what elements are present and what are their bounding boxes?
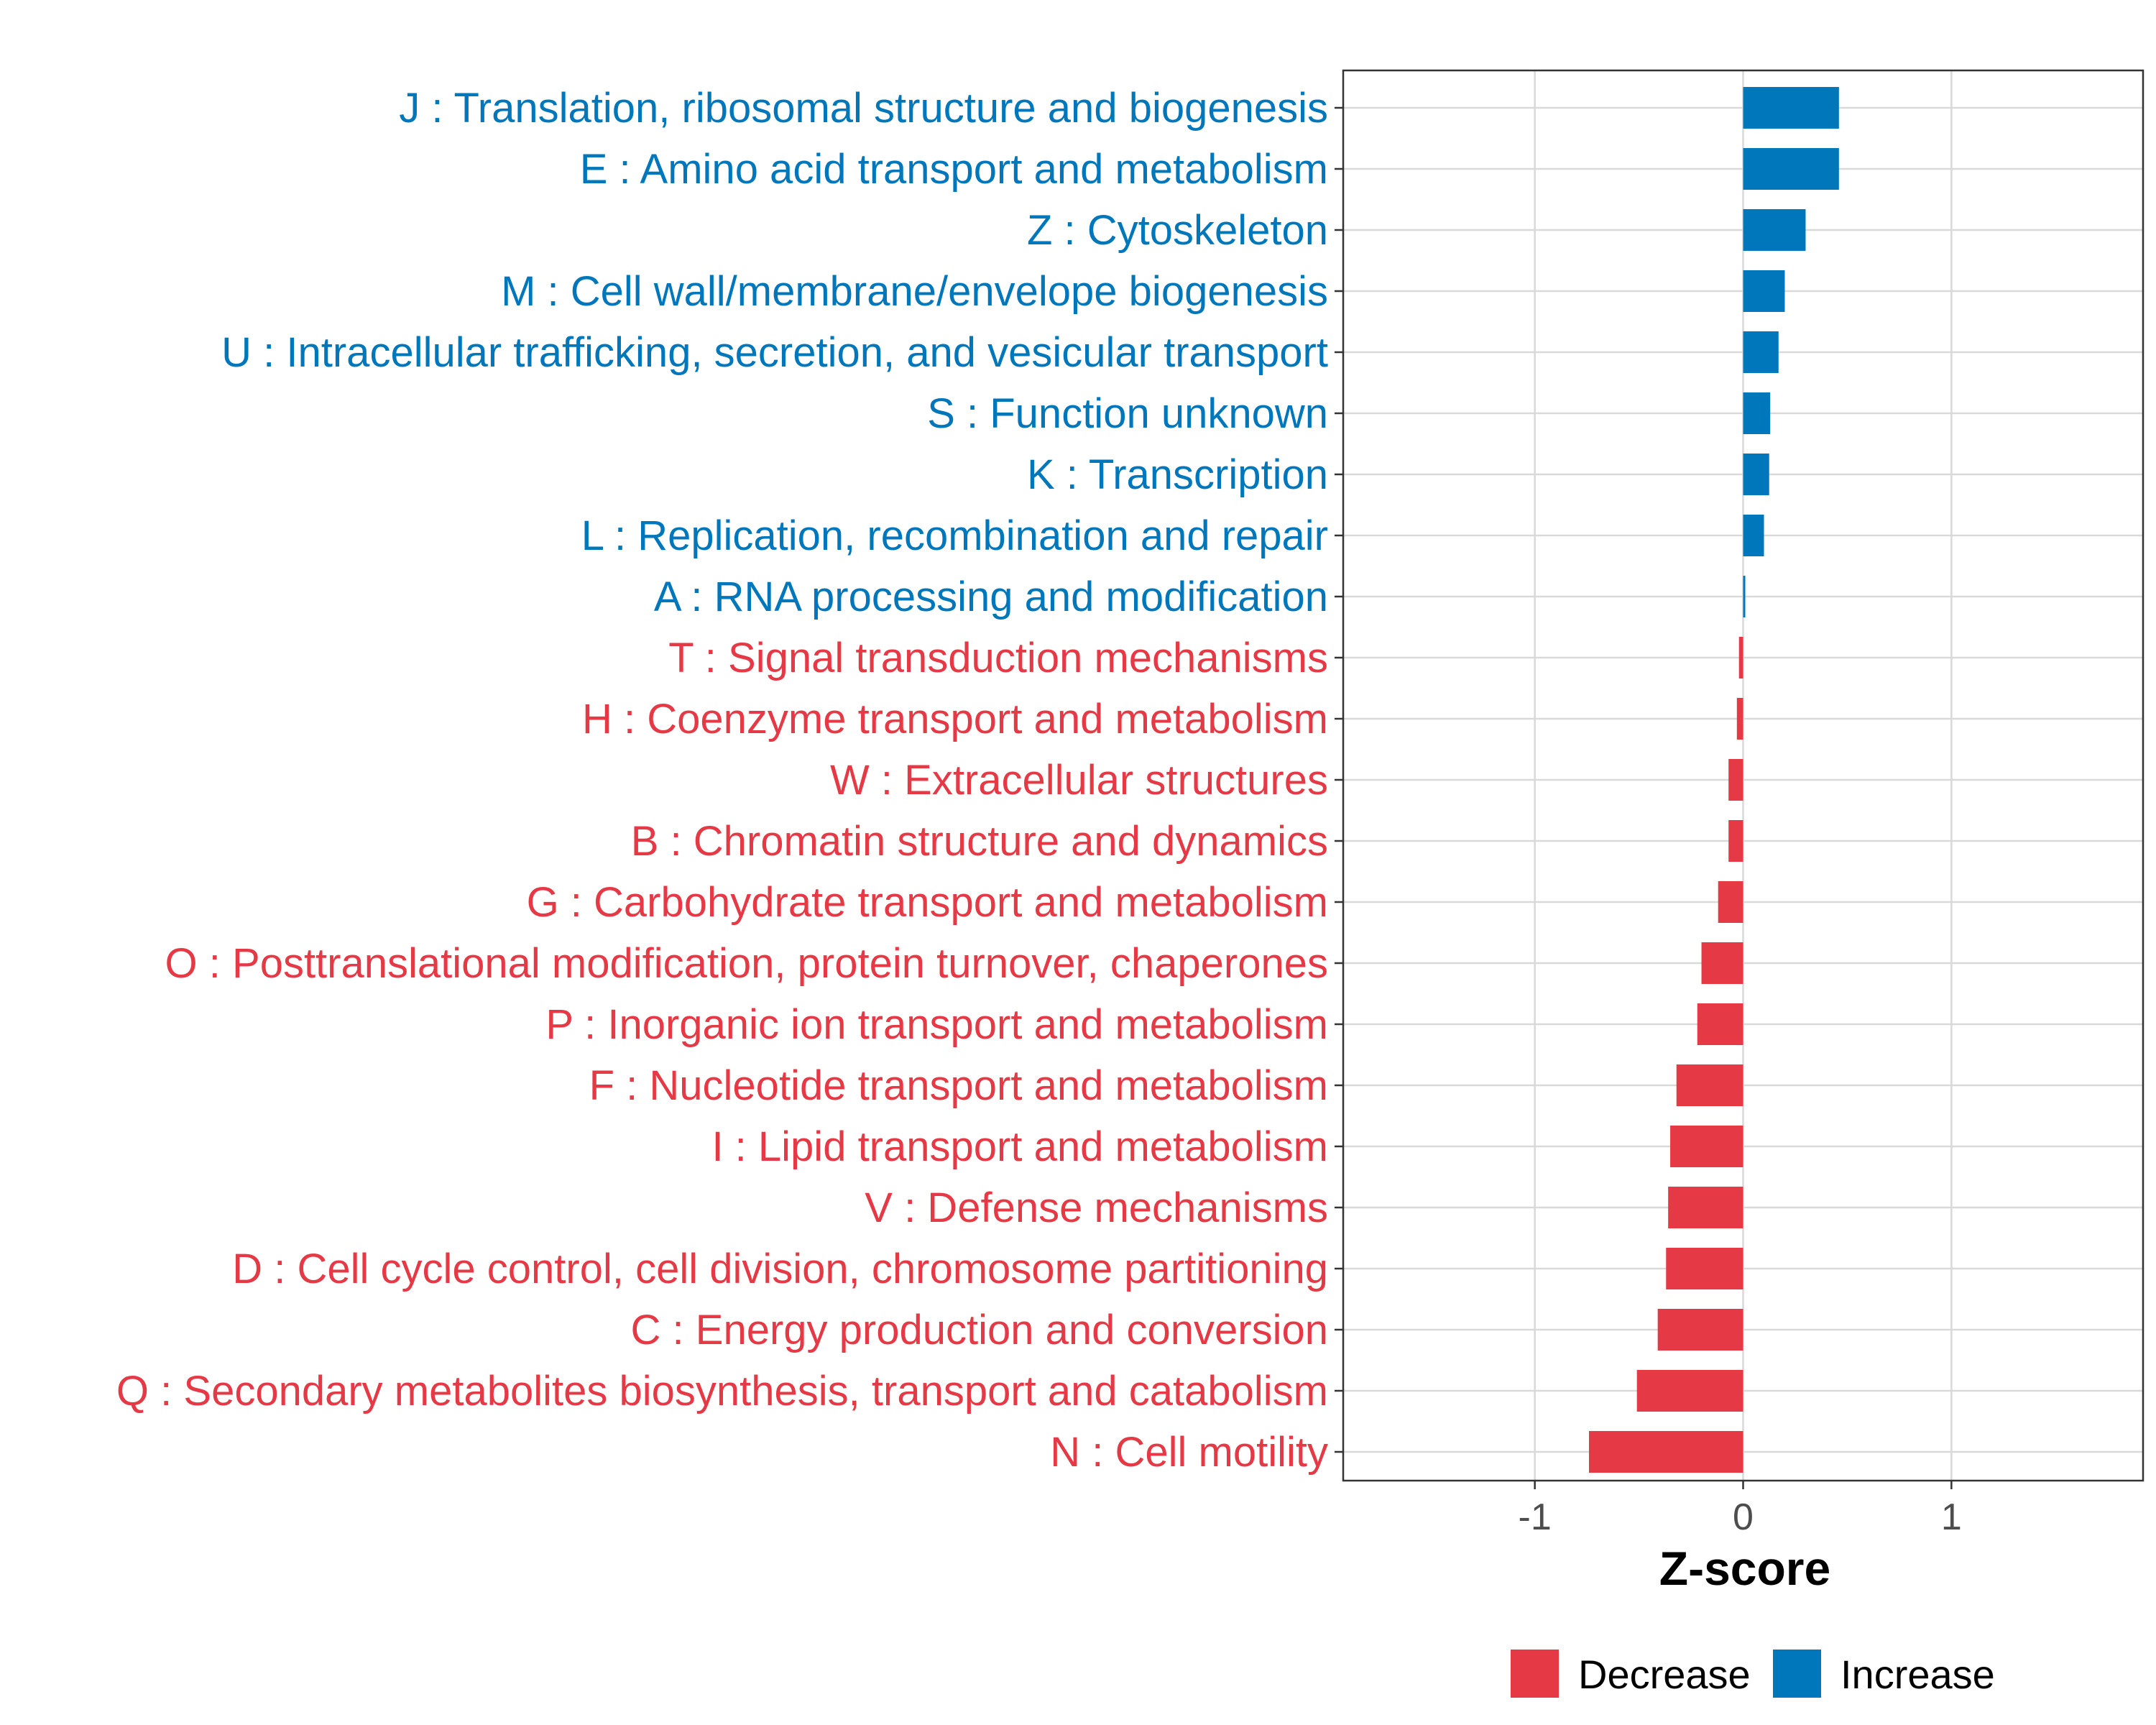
bar-c	[1657, 1309, 1743, 1351]
bar-i	[1670, 1126, 1743, 1167]
x-axis-title: Z-score	[1659, 1542, 1830, 1595]
bar-k	[1743, 454, 1769, 495]
category-label: Z : Cytoskeleton	[1027, 207, 1328, 254]
bar-g	[1718, 881, 1743, 923]
category-label: T : Signal transduction mechanisms	[668, 635, 1328, 681]
category-label: M : Cell wall/membrane/envelope biogenes…	[501, 268, 1328, 315]
category-labels: J : Translation, ribosomal structure and…	[116, 85, 1328, 1476]
category-label: J : Translation, ribosomal structure and…	[399, 85, 1328, 132]
bar-l	[1743, 515, 1764, 556]
category-label: L : Replication, recombination and repai…	[581, 512, 1328, 559]
legend-label-increase: Increase	[1841, 1652, 1995, 1697]
bar-j	[1743, 87, 1839, 129]
category-label: F : Nucleotide transport and metabolism	[589, 1062, 1328, 1109]
bar-h	[1736, 698, 1743, 740]
category-label: O : Posttranslational modification, prot…	[165, 940, 1328, 987]
bar-b	[1728, 820, 1743, 862]
bar-s	[1743, 392, 1771, 434]
bar-p	[1697, 1003, 1743, 1045]
category-label: S : Function unknown	[927, 390, 1328, 437]
category-label: P : Inorganic ion transport and metaboli…	[545, 1001, 1328, 1048]
x-tick-label: -1	[1519, 1496, 1552, 1538]
category-label: B : Chromatin structure and dynamics	[631, 818, 1328, 865]
bar-z	[1743, 209, 1806, 251]
bar-e	[1743, 148, 1839, 190]
category-label: K : Transcription	[1027, 451, 1328, 498]
category-label: H : Coenzyme transport and metabolism	[582, 696, 1328, 742]
x-axis-ticks: -1 0 1	[1519, 1481, 1962, 1538]
category-label: G : Carbohydrate transport and metabolis…	[527, 879, 1328, 926]
bar-t	[1738, 637, 1743, 678]
bar-f	[1676, 1064, 1743, 1106]
category-label: A : RNA processing and modification	[654, 574, 1328, 620]
x-tick-label: 0	[1733, 1496, 1754, 1538]
bar-m	[1743, 270, 1785, 312]
bar-q	[1636, 1370, 1743, 1412]
category-label: Q : Secondary metabolites biosynthesis, …	[116, 1368, 1328, 1414]
bars	[1589, 87, 1839, 1473]
category-label: U : Intracellular trafficking, secretion…	[221, 329, 1328, 376]
legend-label-decrease: Decrease	[1578, 1652, 1751, 1697]
bar-n	[1589, 1431, 1743, 1473]
legend: Decrease Increase	[1511, 1650, 1995, 1698]
bar-u	[1743, 331, 1779, 373]
category-label: D : Cell cycle control, cell division, c…	[232, 1246, 1328, 1292]
y-axis-ticks	[1335, 106, 1343, 1453]
category-label: N : Cell motility	[1050, 1429, 1328, 1476]
category-label: W : Extracellular structures	[830, 757, 1328, 804]
x-tick-label: 1	[1941, 1496, 1962, 1538]
legend-swatch-increase	[1773, 1650, 1821, 1698]
bar-a	[1743, 576, 1746, 617]
legend-swatch-decrease	[1511, 1650, 1559, 1698]
category-label: C : Energy production and conversion	[631, 1307, 1328, 1353]
category-label: I : Lipid transport and metabolism	[711, 1123, 1328, 1170]
category-label: E : Amino acid transport and metabolism	[580, 146, 1328, 193]
bar-w	[1728, 759, 1743, 801]
bar-d	[1666, 1248, 1743, 1289]
category-label: V : Defense mechanisms	[865, 1184, 1328, 1231]
bar-v	[1668, 1187, 1743, 1228]
bar-o	[1701, 942, 1743, 984]
